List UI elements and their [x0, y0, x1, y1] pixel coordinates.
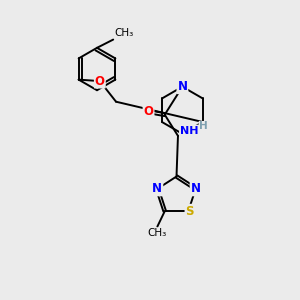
Text: NH: NH: [180, 126, 198, 136]
Text: O: O: [143, 105, 154, 118]
Text: CH₃: CH₃: [115, 28, 134, 38]
Text: N: N: [152, 182, 162, 195]
Text: N: N: [190, 182, 201, 195]
Text: O: O: [95, 75, 105, 88]
Text: CH₃: CH₃: [148, 228, 167, 238]
Text: S: S: [185, 205, 194, 218]
Text: H: H: [199, 122, 208, 131]
Text: N: N: [177, 80, 188, 93]
